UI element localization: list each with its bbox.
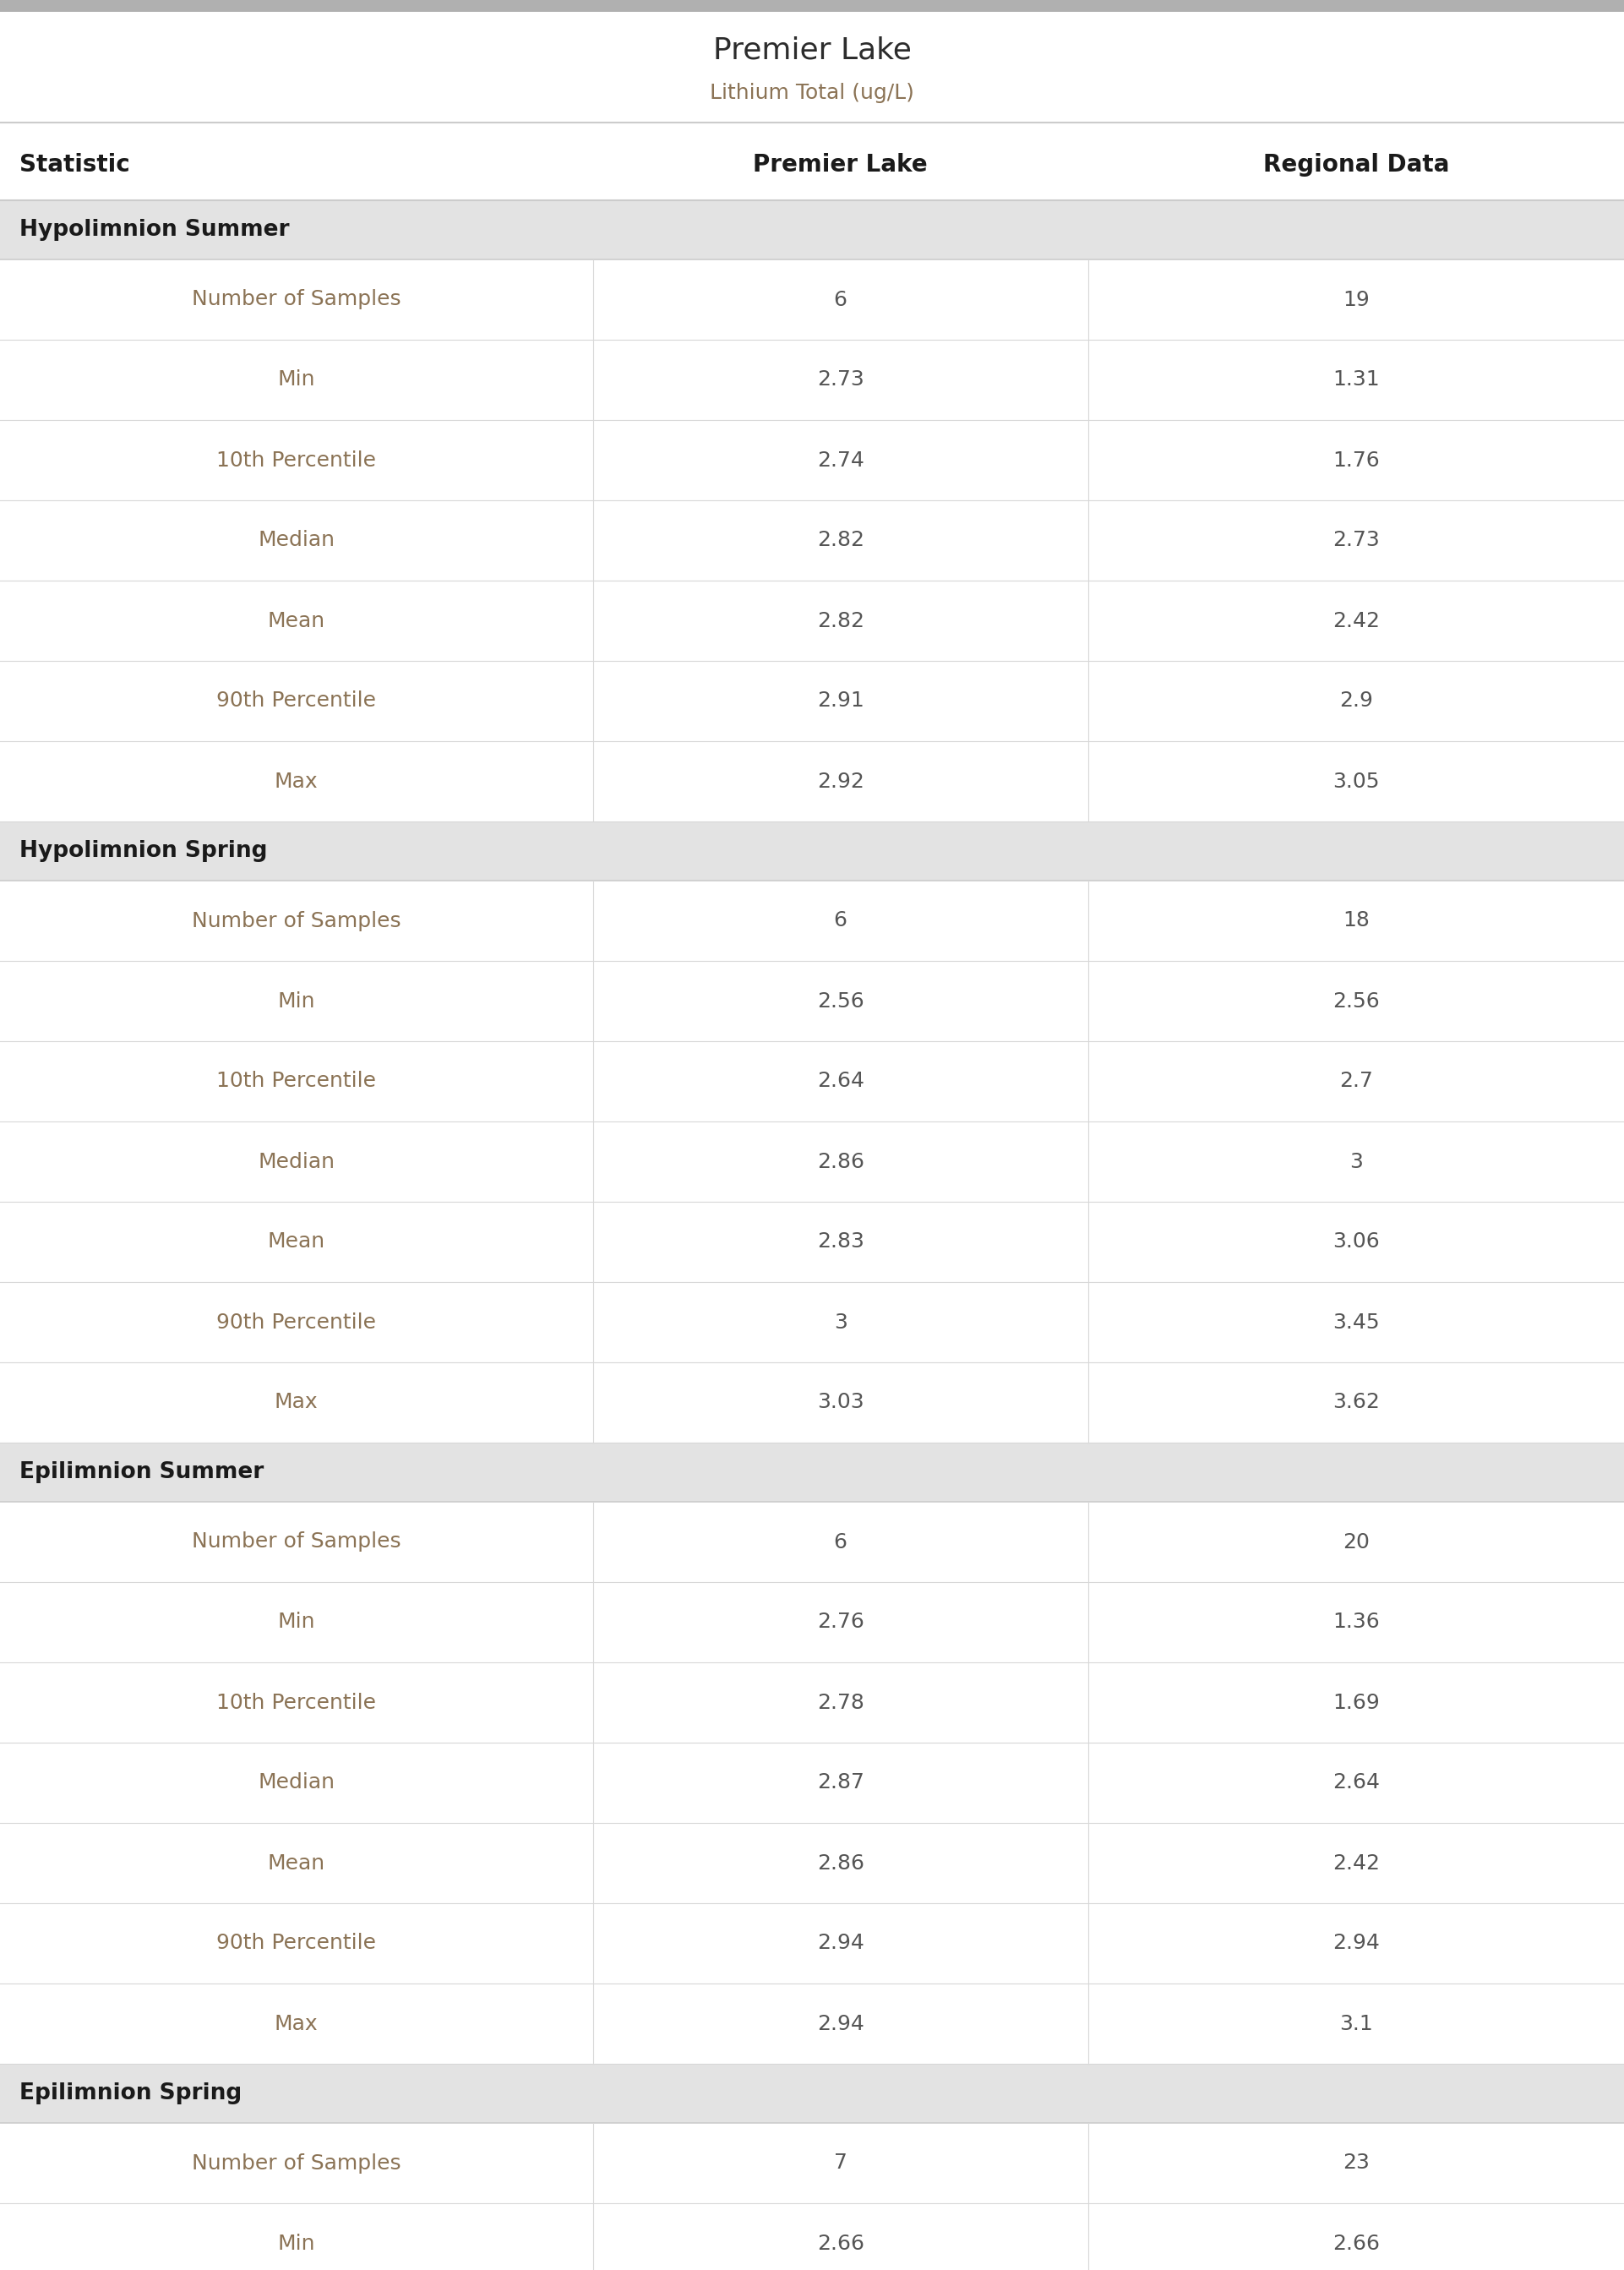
Bar (0, 0, 1624, 11)
Text: Mean: Mean (268, 611, 325, 631)
Bar (0, 200, 1624, 259)
Text: 2.87: 2.87 (817, 1773, 864, 1793)
Text: 20: 20 (1343, 1532, 1369, 1553)
Text: 3: 3 (833, 1312, 848, 1332)
Text: 2.74: 2.74 (817, 449, 864, 470)
Text: 2.83: 2.83 (817, 1233, 864, 1253)
Text: 3.45: 3.45 (1333, 1312, 1379, 1332)
Text: Hypolimnion Spring: Hypolimnion Spring (19, 840, 268, 863)
Text: Number of Samples: Number of Samples (192, 2152, 401, 2172)
Text: Premier Lake: Premier Lake (713, 36, 911, 66)
Text: 3.62: 3.62 (1332, 1392, 1380, 1412)
Text: 90th Percentile: 90th Percentile (216, 1312, 377, 1332)
Text: Max: Max (274, 772, 318, 792)
Text: 10th Percentile: 10th Percentile (216, 1071, 377, 1092)
Text: 2.64: 2.64 (817, 1071, 864, 1092)
Text: Min: Min (278, 370, 315, 390)
Text: 2.92: 2.92 (817, 772, 864, 792)
Text: 19: 19 (1343, 291, 1369, 309)
Text: 23: 23 (1343, 2152, 1369, 2172)
Text: 90th Percentile: 90th Percentile (216, 1934, 377, 1954)
Text: 2.66: 2.66 (817, 2234, 864, 2254)
Text: 3.06: 3.06 (1332, 1233, 1380, 1253)
Text: Premier Lake: Premier Lake (754, 152, 927, 177)
Text: Mean: Mean (268, 1852, 325, 1873)
Text: 3.05: 3.05 (1333, 772, 1379, 792)
Text: 1.31: 1.31 (1333, 370, 1379, 390)
Text: 2.9: 2.9 (1340, 690, 1372, 711)
Text: 1.69: 1.69 (1332, 1693, 1380, 1712)
Bar (0, 822, 1624, 881)
Text: 2.56: 2.56 (817, 992, 864, 1010)
Text: 2.73: 2.73 (1332, 531, 1380, 552)
Text: Hypolimnion Summer: Hypolimnion Summer (19, 218, 289, 241)
Text: 10th Percentile: 10th Percentile (216, 449, 377, 470)
Text: Median: Median (258, 1151, 335, 1171)
Text: 2.73: 2.73 (817, 370, 864, 390)
Text: Lithium Total (ug/L): Lithium Total (ug/L) (710, 82, 914, 102)
Text: Min: Min (278, 992, 315, 1010)
Text: Statistic: Statistic (19, 152, 130, 177)
Text: 2.82: 2.82 (817, 531, 864, 552)
Text: 6: 6 (833, 1532, 848, 1553)
Text: 2.7: 2.7 (1340, 1071, 1372, 1092)
Text: Min: Min (278, 1612, 315, 1632)
Text: 2.56: 2.56 (1332, 992, 1380, 1010)
Text: 3.1: 3.1 (1340, 2013, 1372, 2034)
Text: Min: Min (278, 2234, 315, 2254)
Text: Number of Samples: Number of Samples (192, 291, 401, 309)
Text: 2.64: 2.64 (1332, 1773, 1380, 1793)
Text: 2.42: 2.42 (1332, 611, 1380, 631)
Bar (0, 2063, 1624, 2122)
Text: Median: Median (258, 531, 335, 552)
Text: Epilimnion Summer: Epilimnion Summer (19, 1462, 263, 1482)
Text: Median: Median (258, 1773, 335, 1793)
Text: Regional Data: Regional Data (1263, 152, 1449, 177)
Text: 2.78: 2.78 (817, 1693, 864, 1712)
Text: 18: 18 (1343, 910, 1369, 931)
Text: 6: 6 (833, 910, 848, 931)
Text: Epilimnion Spring: Epilimnion Spring (19, 2082, 242, 2104)
Text: 2.91: 2.91 (817, 690, 864, 711)
Text: 7: 7 (833, 2152, 848, 2172)
Text: 2.94: 2.94 (1332, 1934, 1380, 1954)
Text: 2.86: 2.86 (817, 1852, 864, 1873)
Text: 1.76: 1.76 (1332, 449, 1380, 470)
Text: 6: 6 (833, 291, 848, 309)
Text: 3.03: 3.03 (817, 1392, 864, 1412)
Text: Number of Samples: Number of Samples (192, 910, 401, 931)
Text: 2.94: 2.94 (817, 1934, 864, 1954)
Text: 2.66: 2.66 (1332, 2234, 1380, 2254)
Text: 2.42: 2.42 (1332, 1852, 1380, 1873)
Text: 2.82: 2.82 (817, 611, 864, 631)
Bar (0, 1444, 1624, 1503)
Text: Mean: Mean (268, 1233, 325, 1253)
Text: 2.76: 2.76 (817, 1612, 864, 1632)
Text: 3: 3 (1350, 1151, 1363, 1171)
Text: 2.94: 2.94 (817, 2013, 864, 2034)
Text: 2.86: 2.86 (817, 1151, 864, 1171)
Text: Max: Max (274, 1392, 318, 1412)
Text: Max: Max (274, 2013, 318, 2034)
Text: 1.36: 1.36 (1332, 1612, 1380, 1632)
Text: 90th Percentile: 90th Percentile (216, 690, 377, 711)
Text: Number of Samples: Number of Samples (192, 1532, 401, 1553)
Text: 10th Percentile: 10th Percentile (216, 1693, 377, 1712)
